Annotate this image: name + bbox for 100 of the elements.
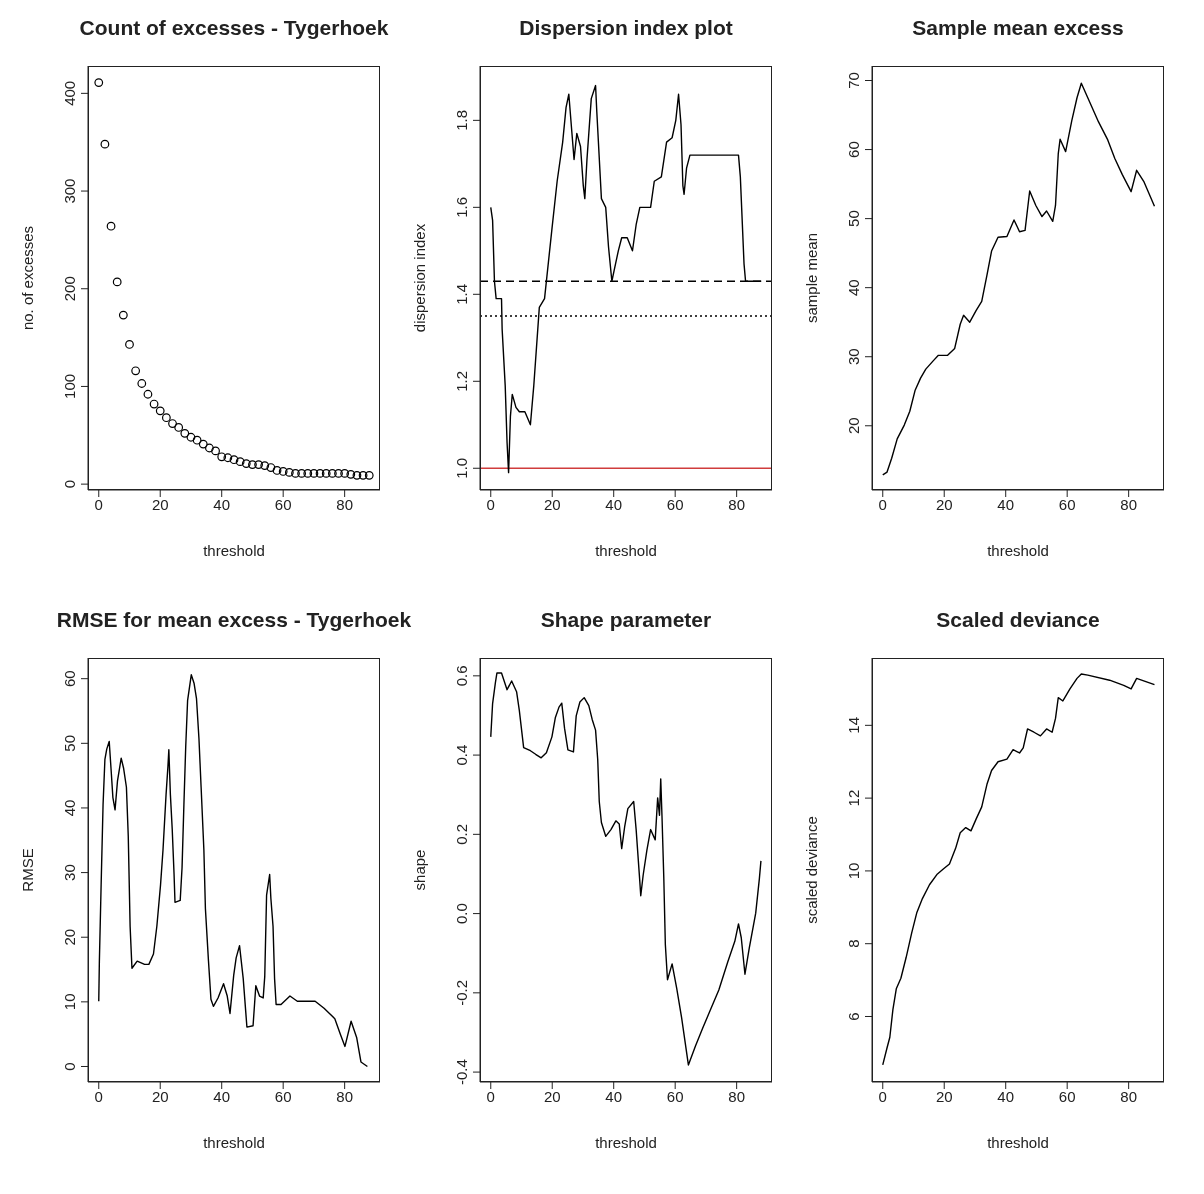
x-tick-label: 60: [666, 495, 684, 513]
chart-title: Dispersion index plot: [518, 16, 734, 40]
y-tick-label: 20: [845, 417, 862, 435]
x-tick-label: 0: [94, 495, 103, 513]
y-tick-label: 0.2: [453, 823, 470, 845]
point: [291, 468, 300, 478]
y-tick-label: 1.8: [453, 109, 470, 131]
point: [358, 470, 368, 480]
point: [334, 468, 343, 478]
x-tick-label: 20: [935, 1087, 953, 1105]
point: [235, 457, 245, 467]
x-tick-label: 60: [1058, 1087, 1076, 1105]
point: [223, 453, 233, 463]
y-tick-label: 1.2: [453, 370, 470, 392]
y-tick-label: 70: [845, 72, 862, 89]
point: [229, 455, 239, 465]
x-tick-label: 20: [543, 1087, 561, 1105]
x-tick-label: 0: [486, 1087, 495, 1105]
y-tick-label: 60: [845, 141, 862, 158]
chart-title: RMSE for mean excess - Tygerhoek: [55, 608, 413, 632]
point: [364, 470, 374, 480]
point: [241, 459, 251, 469]
point: [125, 340, 134, 349]
x-tick-label: 80: [728, 1087, 745, 1105]
point: [297, 468, 307, 478]
x-tick-label: 20: [935, 495, 953, 513]
point: [205, 443, 214, 453]
x-tick-label: 40: [213, 1087, 231, 1105]
y-axis-title: RMSE: [19, 848, 37, 892]
x-tick-label: 80: [1120, 1087, 1137, 1105]
point: [174, 423, 184, 432]
point: [118, 310, 128, 320]
y-tick-label: 1.6: [453, 196, 470, 218]
y-tick-label: 60: [61, 670, 78, 688]
y-tick-label: 1.4: [453, 283, 470, 305]
point: [198, 439, 208, 449]
y-tick-label: 0: [61, 1062, 78, 1071]
y-tick-label: 10: [845, 862, 862, 880]
y-tick-label: 0.0: [453, 903, 470, 925]
y-tick-label: 40: [845, 279, 862, 297]
point: [149, 399, 159, 409]
x-tick-label: 0: [486, 495, 495, 513]
point: [211, 446, 220, 456]
x-tick-label: 60: [1058, 495, 1076, 513]
x-tick-label: 60: [274, 495, 292, 513]
point: [278, 467, 288, 476]
x-tick-label: 20: [151, 1087, 169, 1105]
y-axis-title: scaled deviance: [803, 816, 821, 924]
y-tick-label: 200: [61, 276, 78, 302]
point: [260, 461, 270, 470]
x-tick-label: 60: [274, 1087, 292, 1105]
y-tick-label: 0.4: [453, 744, 470, 766]
y-tick-label: 8: [845, 939, 862, 948]
y-tick-label: -0.2: [453, 979, 470, 1006]
y-tick-label: 20: [61, 928, 78, 946]
point: [106, 221, 116, 231]
point: [346, 469, 356, 479]
y-tick-label: 0.6: [453, 665, 470, 687]
x-tick-label: 40: [213, 495, 231, 513]
y-tick-label: 14: [845, 716, 862, 734]
y-tick-label: 40: [61, 799, 78, 817]
x-tick-label: 20: [543, 495, 561, 513]
chart-title: Scaled deviance: [935, 608, 1101, 632]
point: [180, 428, 190, 438]
point: [352, 470, 362, 480]
x-axis-title: threshold: [203, 542, 265, 559]
x-tick-label: 0: [878, 495, 887, 513]
x-tick-label: 20: [151, 495, 169, 513]
point: [186, 432, 196, 442]
y-tick-label: 50: [61, 734, 78, 752]
y-axis-title: no. of excesses: [19, 225, 37, 331]
x-axis-title: threshold: [595, 1134, 657, 1151]
x-tick-label: 0: [878, 1087, 887, 1105]
point: [284, 468, 294, 477]
y-tick-label: 30: [845, 348, 862, 366]
x-tick-label: 0: [94, 1087, 103, 1105]
chart-title: Sample mean excess: [911, 16, 1125, 40]
point: [321, 468, 331, 478]
x-tick-label: 80: [728, 495, 745, 513]
point: [272, 466, 282, 475]
y-axis-title: sample mean: [803, 232, 821, 324]
x-tick-label: 80: [336, 495, 353, 513]
y-tick-label: 0: [61, 479, 78, 489]
y-tick-label: 50: [845, 210, 862, 227]
point: [248, 460, 257, 469]
x-tick-label: 80: [336, 1087, 353, 1105]
x-axis-title: threshold: [987, 542, 1049, 559]
y-tick-label: 10: [61, 993, 78, 1011]
y-tick-label: -0.4: [453, 1059, 470, 1086]
point: [315, 468, 325, 478]
y-tick-label: 1.0: [453, 457, 470, 479]
chart-title: Count of excesses - Tygerhoek: [78, 16, 390, 40]
point: [100, 139, 110, 149]
point: [94, 78, 104, 88]
point: [143, 389, 153, 399]
point: [309, 468, 319, 478]
chart-title: Shape parameter: [539, 608, 713, 632]
y-tick-label: 30: [61, 864, 78, 881]
point: [137, 379, 147, 388]
point: [254, 460, 263, 469]
